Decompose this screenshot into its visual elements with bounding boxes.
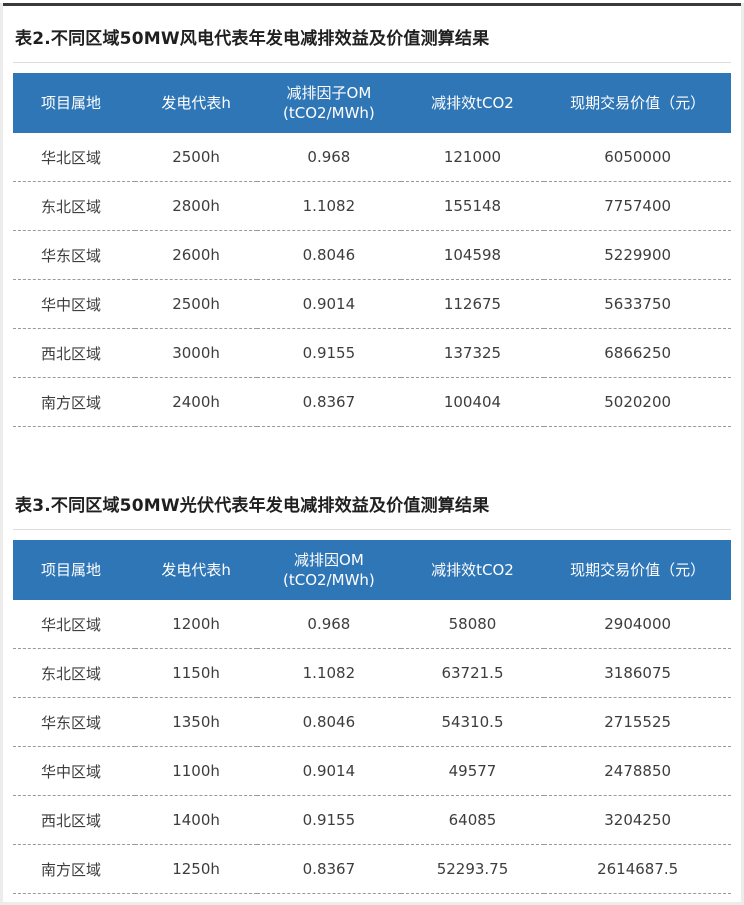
table-cell: 华中区域 xyxy=(13,746,136,796)
column-header: 发电代表h xyxy=(135,540,258,600)
solar-table-section: 表3.不同区域50MW光伏代表年发电减排效益及价值测算结果 项目属地 发电代表h 减… xyxy=(13,483,731,894)
table-row: 西北区域 3000h 0.9155 137325 6866250 xyxy=(13,328,731,378)
header-row: 项目属地 发电代表h 减排因OM (tCO2/MWh) 减排效tCO2 现期交易价值（元… xyxy=(13,540,731,600)
table-cell: 63721.5 xyxy=(400,648,545,698)
table-cell: 2500h xyxy=(135,279,258,329)
table-cell: 54310.5 xyxy=(400,697,545,747)
solar-table-body: 华北区域 1200h 0.968 58080 2904000 东北区域 1150h 1.108… xyxy=(13,600,731,894)
column-header: 减排效tCO2 xyxy=(400,73,545,133)
table-row: 南方区域 1250h 0.8367 52293.75 2614687.5 xyxy=(13,844,731,894)
article-page: 表2.不同区域50MW风电代表年发电减排效益及价值测算结果 项目属地 发电代表h 减… xyxy=(0,3,744,905)
table-cell: 华中区域 xyxy=(13,279,136,329)
table-cell: 2600h xyxy=(135,230,258,280)
table-row: 华北区域 2500h 0.968 121000 6050000 xyxy=(13,133,731,182)
wind-table-body: 华北区域 2500h 0.968 121000 6050000 东北区域 2800h 1.10… xyxy=(13,133,731,427)
table-cell: 112675 xyxy=(400,279,545,329)
table-cell: 0.8046 xyxy=(257,697,401,747)
table-cell: 2614687.5 xyxy=(544,844,731,894)
table-cell: 6866250 xyxy=(544,328,731,378)
solar-table-title: 表3.不同区域50MW光伏代表年发电减排效益及价值测算结果 xyxy=(13,483,731,530)
table-row: 西北区域 1400h 0.9155 64085 3204250 xyxy=(13,795,731,845)
table-cell: 1200h xyxy=(135,600,258,649)
column-header: 项目属地 xyxy=(13,73,136,133)
table-cell: 7757400 xyxy=(544,181,731,231)
table-cell: 华北区域 xyxy=(13,600,136,649)
wind-table-head: 项目属地 发电代表h 减排因子OM (tCO2/MWh) 减排效tCO2 现期交易价值（… xyxy=(13,73,731,133)
table-cell: 104598 xyxy=(400,230,545,280)
column-header: 现期交易价值（元） xyxy=(544,73,731,133)
table-cell: 华东区域 xyxy=(13,697,136,747)
column-header: 减排因子OM (tCO2/MWh) xyxy=(257,73,401,133)
table-cell: 3000h xyxy=(135,328,258,378)
table-cell: 137325 xyxy=(400,328,545,378)
table-cell: 0.968 xyxy=(257,133,401,182)
table-cell: 0.9155 xyxy=(257,328,401,378)
table-cell: 1100h xyxy=(135,746,258,796)
table-cell: 1350h xyxy=(135,697,258,747)
table-cell: 1400h xyxy=(135,795,258,845)
table-row: 华中区域 2500h 0.9014 112675 5633750 xyxy=(13,279,731,329)
table-cell: 西北区域 xyxy=(13,328,136,378)
table-cell: 2904000 xyxy=(544,600,731,649)
table-cell: 0.9155 xyxy=(257,795,401,845)
table-row: 东北区域 1150h 1.1082 63721.5 3186075 xyxy=(13,648,731,698)
table-row: 华中区域 1100h 0.9014 49577 2478850 xyxy=(13,746,731,796)
table-cell: 南方区域 xyxy=(13,377,136,427)
column-header: 减排效tCO2 xyxy=(400,540,545,600)
solar-table-head: 项目属地 发电代表h 减排因OM (tCO2/MWh) 减排效tCO2 现期交易价值（元… xyxy=(13,540,731,600)
table-cell: 155148 xyxy=(400,181,545,231)
table-row: 南方区域 2400h 0.8367 100404 5020200 xyxy=(13,377,731,427)
table-cell: 西北区域 xyxy=(13,795,136,845)
table-cell: 5020200 xyxy=(544,377,731,427)
table-cell: 1150h xyxy=(135,648,258,698)
table-cell: 华北区域 xyxy=(13,133,136,182)
column-header: 现期交易价值（元） xyxy=(544,540,731,600)
table-cell: 6050000 xyxy=(544,133,731,182)
table-cell: 1.1082 xyxy=(257,181,401,231)
table-cell: 2500h xyxy=(135,133,258,182)
wind-table-title: 表2.不同区域50MW风电代表年发电减排效益及价值测算结果 xyxy=(13,16,731,63)
table-cell: 0.9014 xyxy=(257,279,401,329)
table-cell: 0.8046 xyxy=(257,230,401,280)
table-row: 华东区域 1350h 0.8046 54310.5 2715525 xyxy=(13,697,731,747)
table-cell: 东北区域 xyxy=(13,181,136,231)
solar-table: 项目属地 发电代表h 减排因OM (tCO2/MWh) 减排效tCO2 现期交易价值（元… xyxy=(13,540,731,894)
wind-table: 项目属地 发电代表h 减排因子OM (tCO2/MWh) 减排效tCO2 现期交易价值（… xyxy=(13,73,731,427)
table-cell: 49577 xyxy=(400,746,545,796)
table-cell: 0.8367 xyxy=(257,377,401,427)
table-cell: 0.9014 xyxy=(257,746,401,796)
table-cell: 58080 xyxy=(400,600,545,649)
table-cell: 1250h xyxy=(135,844,258,894)
wind-table-section: 表2.不同区域50MW风电代表年发电减排效益及价值测算结果 项目属地 发电代表h 减… xyxy=(13,16,731,427)
table-cell: 东北区域 xyxy=(13,648,136,698)
table-cell: 2715525 xyxy=(544,697,731,747)
column-header: 项目属地 xyxy=(13,540,136,600)
table-cell: 5229900 xyxy=(544,230,731,280)
table-cell: 64085 xyxy=(400,795,545,845)
table-cell: 3204250 xyxy=(544,795,731,845)
table-cell: 南方区域 xyxy=(13,844,136,894)
top-rule xyxy=(3,3,741,6)
table-cell: 2400h xyxy=(135,377,258,427)
table-row: 华北区域 1200h 0.968 58080 2904000 xyxy=(13,600,731,649)
table-cell: 52293.75 xyxy=(400,844,545,894)
table-row: 东北区域 2800h 1.1082 155148 7757400 xyxy=(13,181,731,231)
column-header: 减排因OM (tCO2/MWh) xyxy=(257,540,401,600)
table-cell: 0.8367 xyxy=(257,844,401,894)
table-row: 华东区域 2600h 0.8046 104598 5229900 xyxy=(13,230,731,280)
table-cell: 100404 xyxy=(400,377,545,427)
header-row: 项目属地 发电代表h 减排因子OM (tCO2/MWh) 减排效tCO2 现期交易价值（… xyxy=(13,73,731,133)
table-cell: 2478850 xyxy=(544,746,731,796)
table-cell: 0.968 xyxy=(257,600,401,649)
table-cell: 3186075 xyxy=(544,648,731,698)
table-cell: 5633750 xyxy=(544,279,731,329)
table-cell: 华东区域 xyxy=(13,230,136,280)
table-cell: 2800h xyxy=(135,181,258,231)
table-cell: 121000 xyxy=(400,133,545,182)
column-header: 发电代表h xyxy=(135,73,258,133)
table-cell: 1.1082 xyxy=(257,648,401,698)
